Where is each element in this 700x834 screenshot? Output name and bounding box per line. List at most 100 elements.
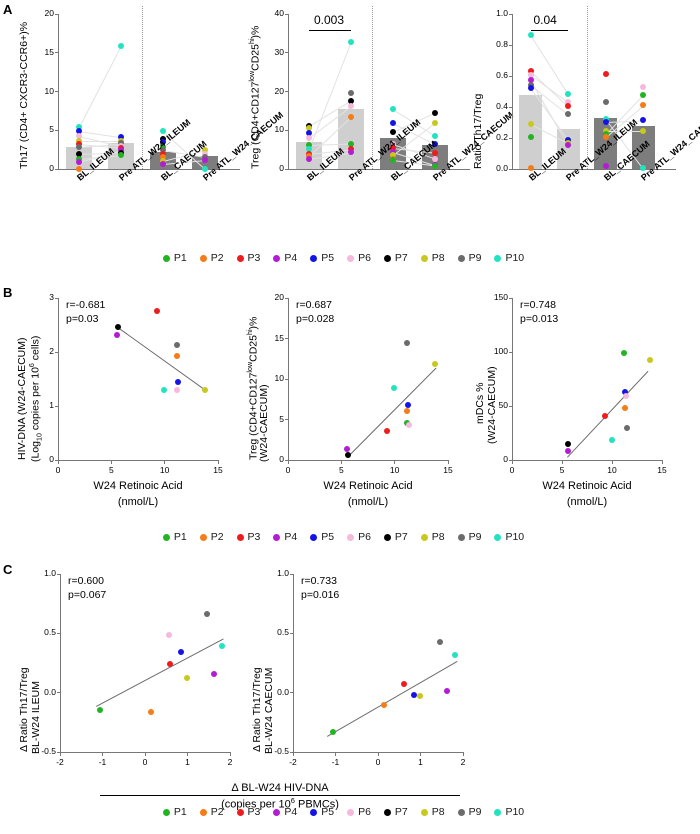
legend-color-dot bbox=[383, 808, 391, 816]
chart-2-data-point bbox=[565, 136, 572, 143]
legend-item: P2 bbox=[199, 252, 224, 264]
chart-2-y-axis bbox=[512, 14, 514, 169]
chart-2-data-point bbox=[527, 76, 534, 83]
legend-item: P2 bbox=[199, 531, 224, 543]
chart-0-data-point bbox=[118, 42, 124, 49]
chart-1-tickmark bbox=[284, 168, 289, 170]
panelB-chart-2-x-axis-title-1: W24 Retinoic Acid bbox=[542, 480, 632, 492]
chart-2-data-point bbox=[527, 165, 534, 172]
chart-0-ytick-label: 20 bbox=[44, 8, 54, 18]
chart-2-data-point bbox=[640, 91, 647, 98]
panelC-chart-0-data-point bbox=[178, 649, 185, 656]
panel-b-label: B bbox=[3, 285, 13, 300]
panelC-chart-1-y-axis bbox=[293, 574, 295, 752]
chart-2-ytick-label: 0.0 bbox=[496, 163, 508, 173]
panelB-chart-2-tickmark-x bbox=[561, 460, 563, 464]
chart-2-tickmark bbox=[508, 44, 513, 46]
chart-2-pvalue: 0.04 bbox=[533, 13, 557, 27]
panelB-chart-0-x-axis-title-2: (nmol/L) bbox=[117, 496, 159, 508]
panelB-chart-2-xtick-label: 15 bbox=[657, 465, 667, 475]
panelB-chart-0-trend-line bbox=[117, 327, 206, 391]
legend-color-dot bbox=[236, 808, 244, 816]
panelB-chart-2-data-point bbox=[624, 424, 630, 431]
chart-0-ytick-label: 5 bbox=[49, 124, 54, 135]
chart-2-ytick-label: 0.2 bbox=[496, 132, 508, 142]
chart-2-tickmark bbox=[508, 168, 513, 170]
chart-0-data-point bbox=[160, 147, 166, 154]
legend-label: P8 bbox=[431, 252, 445, 264]
panelB-chart-0-xtick-label: 15 bbox=[213, 465, 223, 475]
chart-1-data-point bbox=[306, 155, 312, 162]
legend-item: P3 bbox=[236, 806, 260, 818]
chart-1-data-point bbox=[348, 90, 354, 97]
legend-color-dot bbox=[199, 254, 207, 262]
panelB-chart-0-data-point bbox=[173, 386, 180, 393]
panelB-chart-2-data-point bbox=[565, 448, 571, 455]
legend-label: P4 bbox=[284, 252, 298, 264]
chart-2-data-point bbox=[602, 99, 609, 106]
panelB-chart-2-data-point bbox=[621, 388, 628, 395]
legend-label: P1 bbox=[173, 806, 187, 818]
legend-label: P9 bbox=[468, 252, 482, 264]
legend-label: P8 bbox=[431, 806, 445, 818]
legend-item: P7 bbox=[383, 806, 408, 818]
panelC-chart-1-ytick-label: 1.0 bbox=[277, 568, 289, 578]
panelB-chart-1-xtick-label: 5 bbox=[338, 465, 344, 475]
legend-item: P10 bbox=[494, 252, 524, 264]
panelB-chart-2-data-point bbox=[622, 405, 628, 412]
chart-0-data-point bbox=[160, 161, 166, 168]
chart-2-ytick-label: 0.8 bbox=[496, 39, 508, 49]
panelC-chart-0-xtick-label: -2 bbox=[56, 757, 64, 767]
legend-label: P7 bbox=[394, 252, 408, 264]
panelB-chart-2-trend-line bbox=[567, 370, 649, 458]
chart-2-ytick-label: 0.6 bbox=[496, 70, 508, 80]
panelC-chart-1-stat-r: r=0.733 bbox=[301, 575, 337, 587]
panelB-chart-1-stat-p: p=0.028 bbox=[296, 313, 335, 325]
panelB-chart-2-tickmark-x bbox=[511, 460, 513, 464]
panelB-chart-0-data-point bbox=[161, 386, 168, 393]
panelB-chart-1-xtick-label: 10 bbox=[389, 465, 400, 475]
chart-0-data-point bbox=[202, 165, 208, 172]
chart-2-ytick-label: 0.4 bbox=[496, 101, 508, 111]
legend-color-dot bbox=[457, 533, 465, 541]
chart-1-data-point bbox=[348, 145, 354, 152]
panelC-chart-0-stat-r: r=0.600 bbox=[68, 575, 104, 587]
chart-0-ytick-label: 0 bbox=[49, 163, 54, 173]
legend-item: P1 bbox=[162, 806, 187, 818]
panelB-chart-1-data-point bbox=[404, 408, 411, 415]
panelC-chart-0-data-point bbox=[203, 611, 210, 618]
panelB-chart-0-data-point bbox=[153, 307, 160, 314]
chart-1-data-point bbox=[390, 152, 396, 159]
chart-1-data-point bbox=[432, 162, 438, 169]
panelC-chart-0-data-point bbox=[147, 709, 154, 716]
legend-item: P9 bbox=[457, 252, 482, 264]
legend-label: P4 bbox=[284, 806, 298, 818]
chart-0-data-point bbox=[76, 155, 82, 162]
panelB-chart-1-xtick-label: 15 bbox=[443, 465, 453, 475]
chart-1-data-point bbox=[306, 142, 312, 149]
panelB-chart-0-tickmark-x bbox=[57, 460, 59, 464]
panelB-chart-0-data-point bbox=[174, 341, 181, 348]
chart-0-tickmark bbox=[54, 52, 59, 54]
legend-color-dot bbox=[162, 254, 170, 262]
panelC-chart-1-ytick-label: 0.5 bbox=[277, 627, 289, 638]
chart-1-ytick-label: 20 bbox=[274, 85, 284, 96]
legend-color-dot bbox=[199, 533, 207, 541]
chart-0-data-point bbox=[160, 138, 166, 145]
chart-1-data-point bbox=[432, 150, 438, 157]
panelB-chart-0-ytick-label: 3 bbox=[49, 292, 54, 302]
panelB-chart-1-x-axis-title-2: (nmol/L) bbox=[347, 496, 389, 508]
legend-item: P6 bbox=[347, 806, 371, 818]
chart-0-data-point bbox=[118, 152, 124, 159]
legend-color-dot bbox=[494, 533, 502, 541]
chart-0-data-point bbox=[76, 132, 82, 139]
chart-2-data-point bbox=[565, 141, 572, 148]
panelC-chart-1-xtick-label: 0 bbox=[375, 757, 381, 767]
chart-0-data-point bbox=[202, 151, 208, 158]
chart-1-data-point bbox=[432, 132, 438, 139]
panelB-chart-0-data-point bbox=[201, 387, 208, 394]
legend-item: P5 bbox=[310, 806, 334, 818]
chart-2-ytick-label: 1.0 bbox=[496, 8, 508, 18]
legend-label: P7 bbox=[394, 531, 408, 543]
legend-label: P9 bbox=[468, 806, 482, 818]
